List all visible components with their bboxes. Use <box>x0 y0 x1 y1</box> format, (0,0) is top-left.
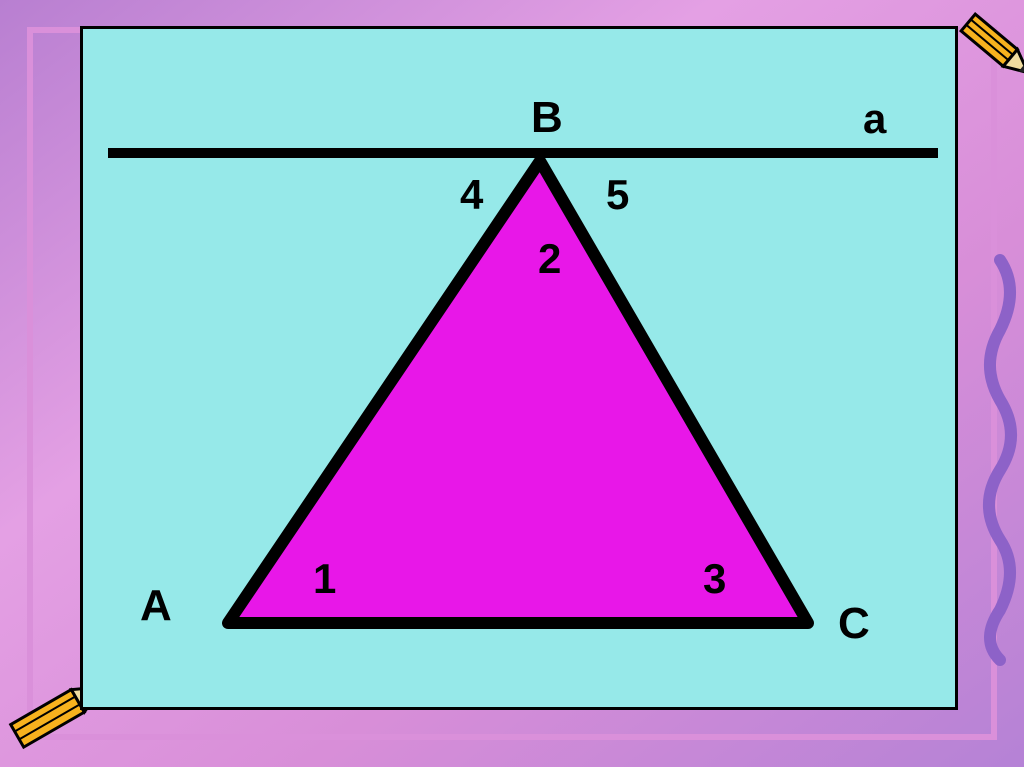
angle-label-1: 1 <box>313 555 336 603</box>
angle-label-2: 2 <box>538 235 561 283</box>
line-label-a: a <box>863 95 886 143</box>
angle-label-3: 3 <box>703 555 726 603</box>
vertex-label-b: B <box>531 93 563 143</box>
vertex-label-a: A <box>140 581 172 631</box>
outer-background: B a 4 5 2 1 3 A C <box>0 0 1024 767</box>
slide-area: B a 4 5 2 1 3 A C <box>80 26 958 710</box>
vertex-label-c: C <box>838 599 870 649</box>
diagram-svg <box>83 29 961 713</box>
triangle-abc <box>228 161 808 623</box>
angle-label-5: 5 <box>606 171 629 219</box>
angle-label-4: 4 <box>460 171 483 219</box>
decor-bracket-right <box>970 250 1024 670</box>
